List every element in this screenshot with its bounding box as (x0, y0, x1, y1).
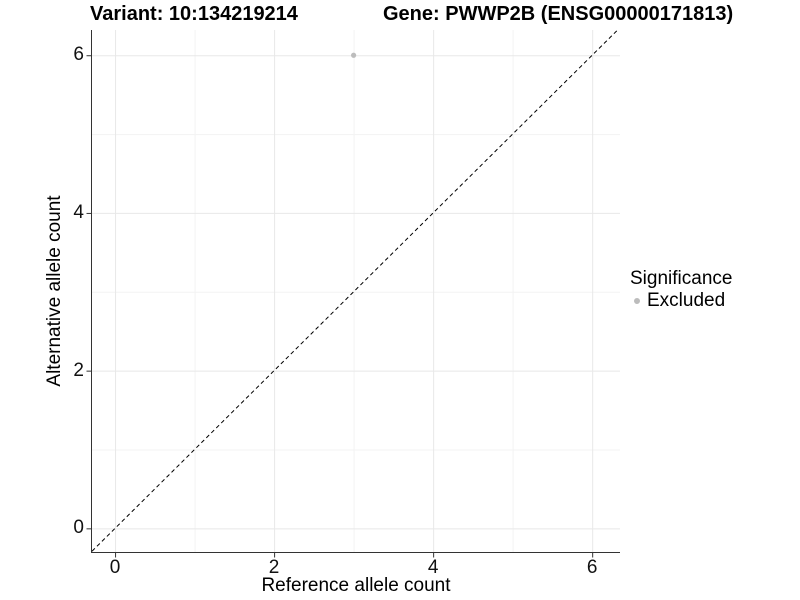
y-tick-label: 6 (73, 44, 84, 66)
legend-item-excluded: Excluded (630, 290, 732, 312)
legend-title: Significance (630, 268, 733, 289)
data-point (351, 52, 357, 58)
y-axis-title: Alternative allele count (44, 195, 65, 387)
variant-title: Variant: 10:134219214 (90, 3, 298, 25)
y-tick-label: 0 (73, 517, 84, 539)
x-tick-label: 2 (268, 557, 280, 578)
y-tick-label: 4 (73, 201, 84, 223)
x-tick-label: 0 (109, 557, 121, 578)
excluded-point-icon (634, 298, 640, 304)
x-axis-title: Reference allele count (261, 575, 451, 596)
x-tick-label: 6 (586, 557, 598, 578)
legend-item-label: Excluded (647, 290, 726, 311)
legend: Significance Excluded (630, 268, 732, 312)
identity-line (91, 29, 618, 552)
gene-title: Gene: PWWP2B (ENSG00000171813) (383, 3, 734, 25)
x-tick-label: 4 (427, 557, 439, 578)
y-tick-label: 2 (73, 359, 84, 381)
